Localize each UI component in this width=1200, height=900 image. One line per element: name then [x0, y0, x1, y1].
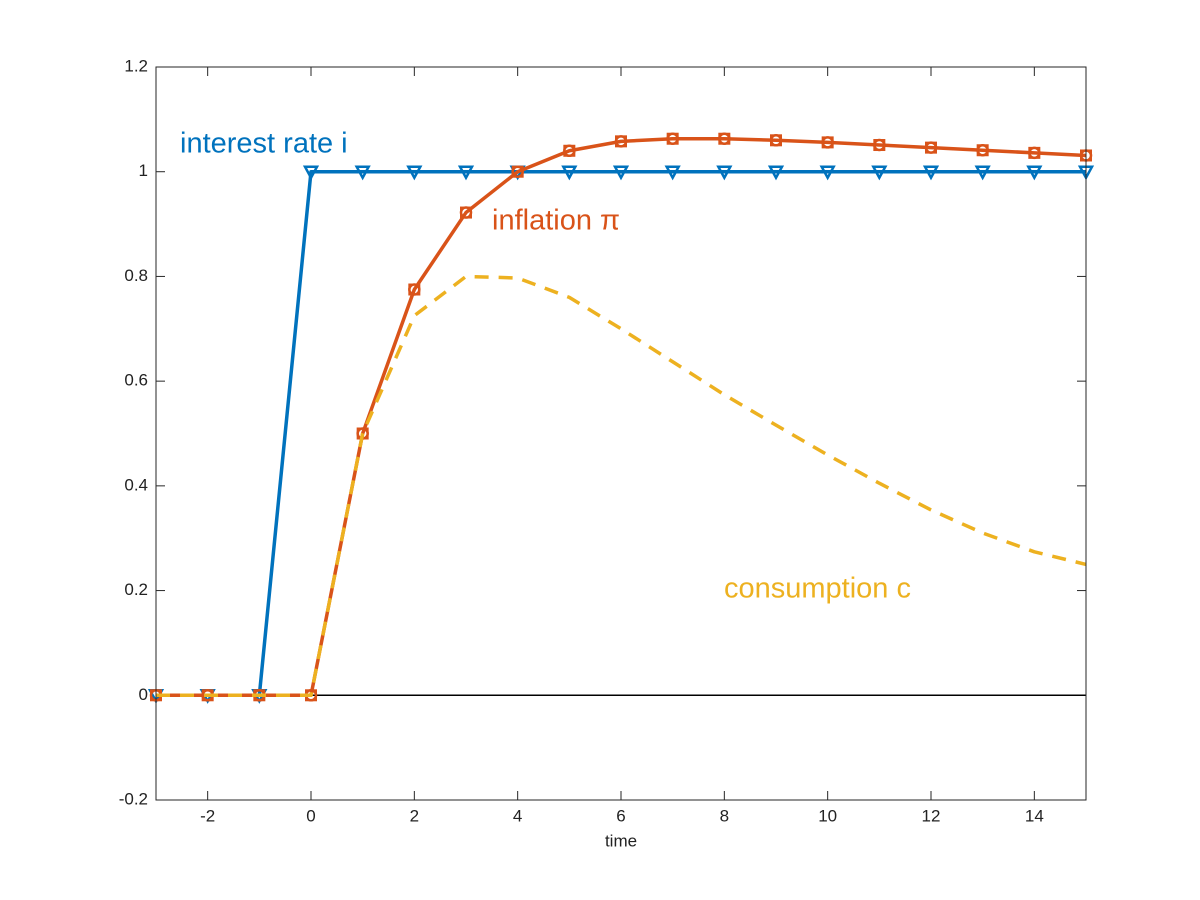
marker [974, 165, 991, 181]
x-tick-label: -2 [200, 806, 215, 825]
series-label: interest rate i [180, 128, 348, 160]
marker [563, 144, 576, 158]
marker [561, 165, 578, 181]
marker-shape [457, 165, 475, 181]
marker [821, 136, 834, 149]
marker [819, 165, 836, 181]
y-tick-label: -0.2 [119, 789, 148, 808]
marker-shape [821, 136, 834, 149]
x-tick-label: 2 [410, 806, 419, 825]
marker [666, 132, 679, 145]
marker [769, 134, 783, 147]
marker-shape [1028, 146, 1041, 159]
marker-shape [716, 165, 733, 181]
x-tick-label: 8 [720, 806, 729, 825]
marker [612, 165, 630, 181]
series-label: inflation π [492, 205, 620, 237]
marker [408, 283, 421, 296]
series-line [156, 169, 1086, 698]
marker [354, 165, 371, 181]
marker-shape [460, 206, 472, 219]
marker-shape [976, 144, 989, 157]
marker [718, 132, 731, 145]
marker-shape [871, 165, 888, 181]
x-tick-label: 10 [818, 806, 837, 825]
y-tick-label: 1 [139, 161, 148, 180]
marker-shape [819, 165, 836, 181]
marker-shape [408, 283, 421, 296]
y-tick-label: 1.2 [124, 56, 148, 75]
marker-shape [974, 165, 991, 181]
y-tick-label: 0.4 [124, 475, 148, 494]
x-tick-label: 12 [922, 806, 941, 825]
marker-shape [561, 165, 578, 181]
marker-shape [922, 165, 940, 181]
x-tick-label: 0 [306, 806, 315, 825]
marker-shape [563, 144, 576, 157]
marker [767, 165, 785, 181]
marker-shape [615, 135, 627, 148]
marker-shape [666, 132, 679, 145]
marker-shape [664, 165, 681, 181]
x-tick-label: 14 [1025, 806, 1044, 825]
marker-shape [873, 139, 886, 152]
marker [873, 138, 886, 152]
y-tick-label: 0.6 [124, 371, 148, 390]
marker-shape [718, 132, 731, 145]
marker [716, 165, 733, 181]
series-label: consumption c [724, 573, 911, 605]
series-line [156, 274, 1087, 698]
marker [511, 165, 524, 178]
marker-shape [406, 165, 423, 181]
marker [976, 143, 989, 157]
marker-shape [612, 165, 630, 181]
y-tick-label: 0.8 [124, 266, 148, 285]
marker [406, 165, 423, 181]
marker-shape [302, 165, 320, 181]
marker [459, 206, 473, 219]
marker-shape [770, 134, 782, 147]
x-tick-label: 4 [513, 806, 522, 825]
marker [871, 165, 888, 181]
marker-shape [1026, 165, 1043, 181]
marker [457, 165, 475, 181]
marker [664, 165, 681, 181]
y-tick-label: 0.2 [124, 580, 148, 599]
y-tick-label: 0 [139, 685, 148, 704]
marker-shape [925, 141, 937, 154]
x-axis-label: time [605, 831, 637, 850]
marker-shape [511, 165, 524, 178]
marker [302, 165, 320, 181]
marker-shape [767, 165, 785, 181]
marker [1028, 146, 1041, 160]
marker-shape [354, 165, 371, 181]
marker [1026, 165, 1043, 181]
marker [614, 135, 628, 148]
marker [922, 165, 940, 181]
marker [924, 141, 938, 154]
x-tick-label: 6 [616, 806, 625, 825]
plot-frame [155, 66, 1087, 801]
